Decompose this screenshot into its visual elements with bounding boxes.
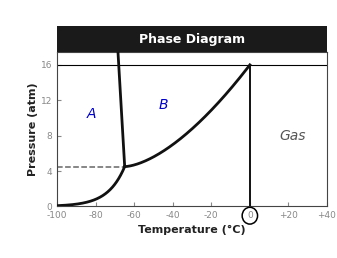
X-axis label: Temperature (°C): Temperature (°C)	[138, 224, 246, 235]
Text: A: A	[87, 107, 97, 120]
Text: Phase Diagram: Phase Diagram	[139, 34, 245, 46]
Text: B: B	[158, 98, 168, 112]
Text: Gas: Gas	[279, 129, 305, 143]
Y-axis label: Pressure (atm): Pressure (atm)	[28, 82, 38, 176]
